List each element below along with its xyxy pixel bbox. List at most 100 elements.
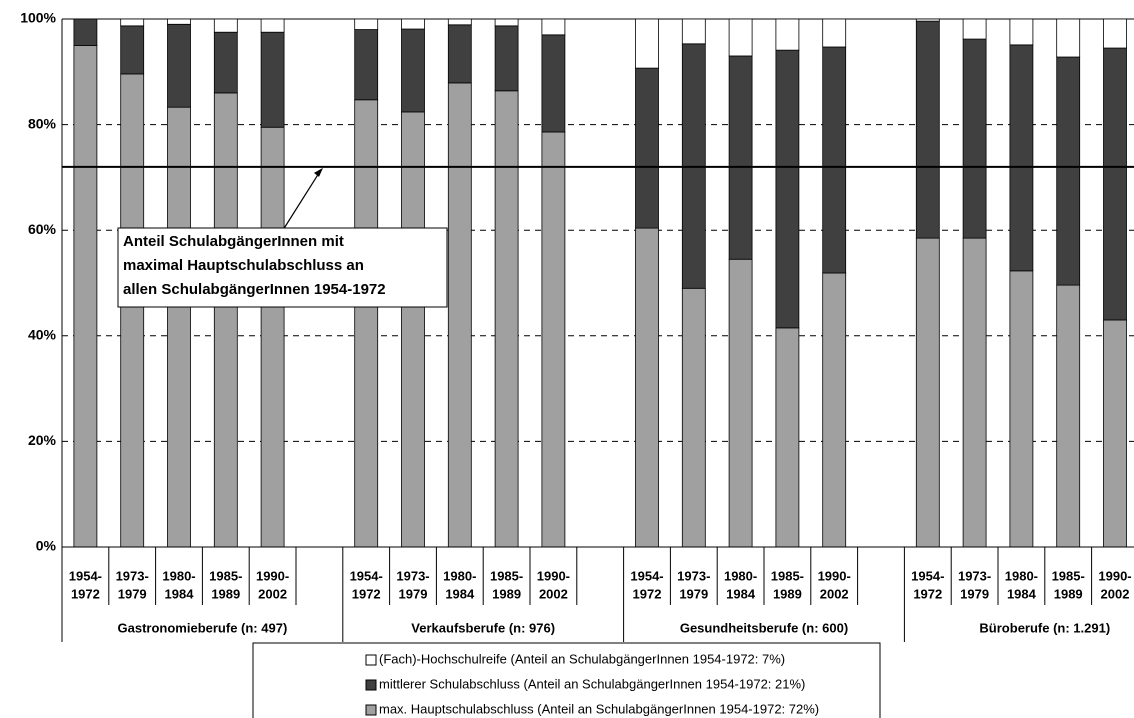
- annotation-arrow: [282, 169, 322, 231]
- x-tick-label: 1990-: [818, 568, 851, 583]
- group-label: Verkaufsberufe (n: 976): [411, 620, 555, 635]
- x-tick-label: 1989: [1054, 586, 1083, 601]
- x-tick-label: 1985-: [1052, 568, 1085, 583]
- bar-segment: [1103, 47, 1127, 321]
- bar-segment: [401, 18, 425, 30]
- bar-segment: [728, 258, 753, 548]
- bar-segment: [1103, 319, 1127, 548]
- bar-segment: [401, 28, 425, 113]
- group-label: Gesundheitsberufe (n: 600): [680, 620, 848, 635]
- bar-segment: [775, 327, 800, 548]
- annotation-text: maximal Hauptschulabschluss an: [123, 257, 364, 274]
- y-tick-label: 20%: [28, 432, 57, 448]
- bar-segment: [260, 31, 285, 128]
- bar-segment: [260, 126, 285, 548]
- bar-segment: [167, 106, 191, 548]
- legend-box: [252, 642, 881, 718]
- x-tick-label: 1980-: [1005, 568, 1038, 583]
- bar-segment: [494, 18, 519, 27]
- bar-segment: [73, 45, 98, 548]
- x-tick-label: 1979: [118, 586, 147, 601]
- x-tick-label: 1973-: [396, 568, 429, 583]
- arrow-head: [314, 167, 323, 177]
- y-tick-label: 80%: [28, 115, 57, 131]
- x-tick-label: 1984: [165, 586, 195, 601]
- y-tick-label: 60%: [28, 221, 57, 237]
- bar-segment: [447, 82, 472, 548]
- x-tick-label: 1984: [726, 586, 756, 601]
- legend-swatch: [365, 679, 377, 691]
- bar-segment: [1009, 18, 1034, 46]
- x-tick-label: 1984: [445, 586, 475, 601]
- y-tick-label: 100%: [20, 10, 56, 26]
- x-tick-label: 1990-: [256, 568, 289, 583]
- x-tick-label: 1990-: [1098, 568, 1131, 583]
- bar-segment: [915, 18, 940, 22]
- bar-segment: [1056, 56, 1081, 286]
- group-label: Büroberufe (n: 1.291): [979, 620, 1110, 635]
- x-tick-label: 1979: [960, 586, 989, 601]
- x-tick-label: 1980-: [443, 568, 476, 583]
- x-tick-label: 1972: [71, 586, 100, 601]
- x-tick-label: 1954-: [350, 568, 383, 583]
- x-tick-label: 1979: [679, 586, 708, 601]
- bar-segment: [822, 272, 847, 548]
- bar-segment: [447, 24, 472, 84]
- bar-segment: [541, 131, 566, 548]
- x-tick-label: 1989: [492, 586, 521, 601]
- bar-segment: [447, 18, 472, 26]
- group-label: Gastronomieberufe (n: 497): [118, 620, 288, 635]
- bar-segment: [167, 18, 191, 25]
- bar-segment: [354, 18, 379, 30]
- bar-segment: [1056, 18, 1081, 58]
- x-tick-label: 2002: [1101, 586, 1130, 601]
- bar-segment: [775, 49, 800, 329]
- bar-segment: [260, 18, 285, 33]
- legend-swatch: [365, 704, 377, 716]
- bar-segment: [401, 111, 425, 548]
- x-tick-label: 1985-: [209, 568, 242, 583]
- x-tick-label: 1980-: [162, 568, 195, 583]
- bar-segment: [494, 25, 519, 92]
- bar-segment: [728, 18, 753, 57]
- bar-segment: [541, 34, 566, 133]
- bar-segment: [354, 29, 379, 101]
- x-tick-label: 1972: [352, 586, 381, 601]
- x-tick-label: 1989: [773, 586, 802, 601]
- annotation-text: Anteil SchulabgängerInnen mit: [123, 233, 344, 250]
- bar-segment: [1009, 44, 1034, 272]
- legend-swatch: [365, 654, 377, 666]
- bar-segment: [962, 38, 987, 239]
- bar-segment: [167, 23, 191, 108]
- bar-segment: [728, 55, 753, 260]
- annotation-text: allen SchulabgängerInnen 1954-1972: [123, 281, 386, 298]
- bar-segment: [213, 31, 238, 94]
- x-tick-label: 1954-: [630, 568, 663, 583]
- x-tick-label: 1973-: [677, 568, 710, 583]
- bar-segment: [635, 67, 659, 229]
- x-tick-label: 1984: [1007, 586, 1037, 601]
- x-tick-label: 2002: [820, 586, 849, 601]
- bar-segment: [73, 18, 98, 46]
- x-tick-label: 1989: [211, 586, 240, 601]
- legend-label: max. Hauptschulabschluss (Anteil an Schu…: [379, 701, 819, 716]
- legend-label: mittlerer Schulabschluss (Anteil an Schu…: [379, 676, 805, 691]
- bar-segment: [120, 73, 145, 548]
- bar-segment: [1009, 270, 1034, 548]
- bar-segment: [213, 92, 238, 548]
- x-tick-label: 1972: [633, 586, 662, 601]
- x-tick-label: 1985-: [771, 568, 804, 583]
- x-tick-label: 2002: [258, 586, 287, 601]
- bar-segment: [635, 227, 659, 548]
- x-tick-label: 1985-: [490, 568, 523, 583]
- bar-segment: [681, 18, 706, 45]
- y-tick-label: 40%: [28, 327, 57, 343]
- bar-segment: [120, 25, 145, 75]
- y-tick-label: 0%: [36, 538, 57, 554]
- legend-label: (Fach)-Hochschulreife (Anteil an Schulab…: [379, 651, 785, 666]
- bar-segment: [213, 18, 238, 33]
- x-tick-label: 1972: [913, 586, 942, 601]
- x-tick-label: 1990-: [537, 568, 570, 583]
- bar-segment: [915, 237, 940, 548]
- bar-segment: [1056, 284, 1081, 548]
